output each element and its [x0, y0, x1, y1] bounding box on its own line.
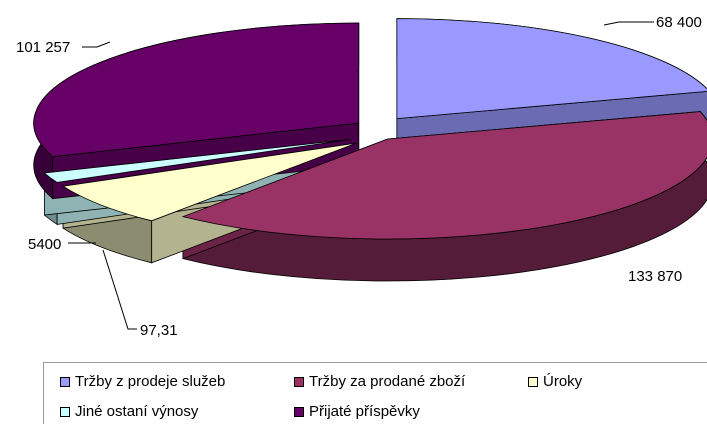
- leader-line-interest: [102, 249, 137, 330]
- pie-slice-goods: [181, 111, 707, 240]
- data-label-services: 68 400: [656, 14, 702, 31]
- legend-item-services: Tržby z prodeje služeb: [60, 373, 225, 390]
- legend-item-other: Jiné ostaní výnosy: [60, 403, 198, 420]
- legend-item-contributions: Přijaté příspěvky: [294, 403, 420, 420]
- legend-swatch-other: [60, 406, 70, 417]
- legend-label-interest: Úroky: [543, 373, 583, 390]
- legend-swatch-services: [60, 376, 70, 387]
- pie-slice-interest: [61, 142, 357, 222]
- legend-label-other: Jiné ostaní výnosy: [75, 403, 199, 420]
- legend-label-contributions: Přijaté příspěvky: [309, 403, 420, 420]
- legend-item-goods: Tržby za prodané zboží: [294, 373, 465, 390]
- pie-slice-contributions: [33, 22, 360, 158]
- data-label-contributions: 101 257: [16, 39, 70, 56]
- legend: Tržby z prodeje služeb Tržby za prodané …: [43, 362, 707, 424]
- leader-line-services: [603, 21, 654, 26]
- leader-line-contributions: [82, 41, 111, 48]
- legend-label-goods: Tržby za prodané zboží: [309, 373, 466, 390]
- legend-item-interest: Úroky: [528, 373, 582, 390]
- legend-swatch-goods: [294, 376, 304, 387]
- data-label-other: 5400: [28, 236, 61, 253]
- data-label-interest: 97,31: [140, 322, 178, 339]
- data-label-goods: 133 870: [628, 268, 682, 285]
- legend-label-services: Tržby z prodeje služeb: [75, 373, 226, 390]
- legend-swatch-contributions: [294, 406, 304, 417]
- legend-swatch-interest: [528, 376, 538, 387]
- pie-slice-other: [43, 138, 351, 183]
- pie-slice-services: [396, 18, 707, 120]
